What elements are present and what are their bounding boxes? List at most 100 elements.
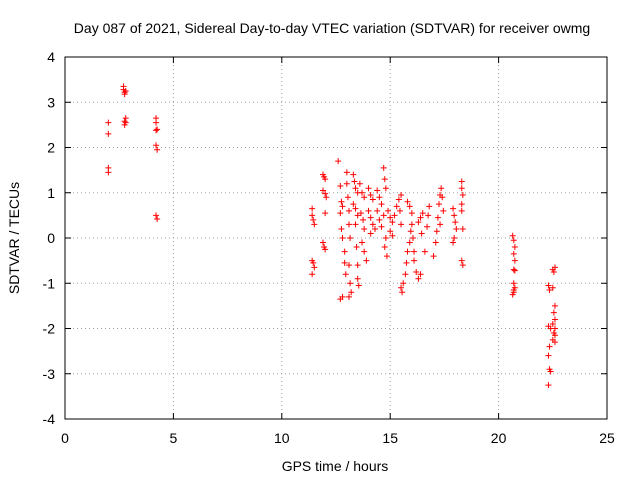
- data-point: [403, 259, 410, 266]
- data-point: [434, 214, 441, 221]
- data-point: [433, 228, 440, 235]
- data-point: [337, 182, 344, 189]
- data-point: [360, 216, 367, 223]
- data-point: [355, 282, 362, 289]
- data-point: [361, 248, 368, 255]
- x-axis-label: GPS time / hours: [282, 458, 389, 474]
- y-tick-label: -4: [43, 411, 56, 427]
- data-point: [348, 289, 355, 296]
- data-point: [393, 203, 400, 210]
- data-point: [408, 221, 415, 228]
- data-point: [346, 207, 353, 214]
- data-point: [338, 198, 345, 205]
- data-point: [546, 343, 553, 350]
- y-tick-label: -2: [43, 321, 56, 337]
- data-point: [341, 259, 348, 266]
- y-tick-label: -1: [43, 275, 56, 291]
- data-point: [338, 225, 345, 232]
- data-point: [451, 212, 458, 219]
- data-point: [551, 325, 558, 332]
- data-point: [372, 225, 379, 232]
- y-tick-label: 0: [47, 230, 55, 246]
- x-tick-label: 20: [491, 430, 507, 446]
- data-point: [387, 214, 394, 221]
- data-point: [357, 210, 364, 217]
- data-point: [407, 228, 414, 235]
- data-point: [551, 316, 558, 323]
- data-point: [547, 368, 554, 375]
- data-point: [369, 221, 376, 228]
- data-point: [346, 262, 353, 269]
- data-point: [347, 235, 354, 241]
- data-point: [341, 248, 348, 255]
- data-point: [511, 257, 518, 264]
- y-tick-label: 3: [47, 94, 55, 110]
- y-tick-label: 1: [47, 185, 55, 201]
- data-point: [545, 382, 552, 389]
- data-point: [458, 257, 465, 264]
- data-point: [459, 225, 466, 232]
- x-tick-label: 25: [599, 430, 615, 446]
- data-point: [510, 250, 517, 257]
- data-point: [322, 246, 329, 253]
- data-point: [344, 194, 351, 201]
- data-point: [154, 215, 161, 222]
- data-point: [153, 142, 160, 149]
- data-point: [319, 239, 326, 246]
- data-point: [361, 225, 368, 232]
- data-point: [400, 280, 407, 287]
- data-point: [406, 239, 413, 246]
- data-point: [339, 203, 346, 210]
- data-point: [121, 91, 128, 98]
- data-point: [367, 230, 374, 237]
- data-point: [154, 146, 161, 153]
- data-point: [365, 207, 372, 214]
- data-point: [451, 235, 458, 241]
- data-point: [545, 282, 552, 289]
- data-point: [350, 201, 357, 208]
- data-point: [510, 266, 517, 273]
- y-axis-label: SDTVAR / TECUs: [6, 182, 22, 294]
- data-point: [450, 239, 457, 246]
- data-point: [459, 262, 466, 269]
- data-point: [319, 187, 326, 194]
- data-point: [353, 244, 360, 251]
- chart-title: Day 087 of 2021, Sidereal Day-to-day VTE…: [74, 20, 590, 36]
- data-point: [352, 221, 359, 228]
- data-point: [509, 291, 516, 298]
- data-point: [322, 190, 329, 197]
- data-point: [378, 223, 385, 230]
- data-point: [424, 223, 431, 230]
- data-point: [439, 194, 446, 201]
- data-point: [380, 212, 387, 219]
- data-point: [415, 275, 422, 282]
- data-point: [352, 185, 359, 192]
- data-point: [551, 332, 558, 339]
- data-point: [398, 192, 405, 199]
- y-tick-label: 2: [47, 140, 55, 156]
- data-point: [450, 205, 457, 212]
- data-point: [453, 225, 460, 232]
- data-point: [387, 228, 394, 235]
- data-point: [337, 210, 344, 217]
- data-point: [153, 127, 160, 134]
- data-point: [354, 275, 361, 282]
- data-point: [395, 196, 402, 203]
- data-point: [343, 169, 350, 176]
- data-point: [322, 176, 329, 183]
- data-point: [550, 268, 557, 275]
- data-point: [399, 289, 406, 296]
- x-tick-label: 5: [170, 430, 178, 446]
- data-point: [404, 198, 411, 205]
- data-point: [309, 205, 316, 212]
- data-point: [417, 271, 424, 278]
- data-point: [153, 212, 160, 219]
- data-point: [398, 284, 405, 291]
- data-point: [409, 235, 416, 241]
- data-point: [510, 237, 517, 244]
- data-point: [339, 235, 346, 241]
- data-point: [310, 216, 317, 223]
- data-point: [309, 271, 316, 278]
- data-point: [511, 244, 518, 251]
- data-point: [550, 309, 557, 316]
